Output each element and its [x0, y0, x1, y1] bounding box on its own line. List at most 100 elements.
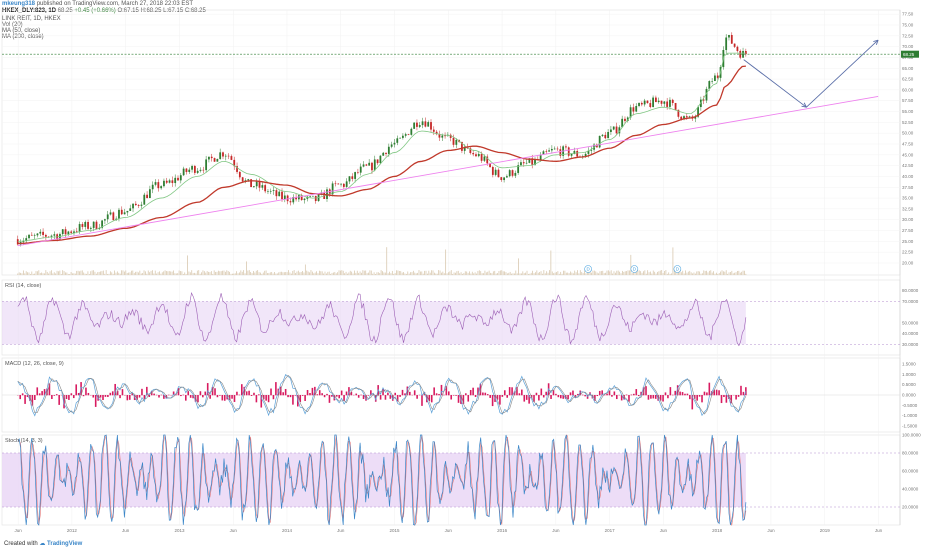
macd-hist-bar: [499, 395, 501, 405]
volume-bar: [519, 273, 521, 275]
time-tick-label: 2012: [67, 528, 78, 533]
volume-bar: [94, 271, 96, 275]
volume-bar: [714, 273, 716, 275]
volume-bar: [658, 271, 660, 275]
volume-bar: [652, 270, 654, 275]
volume-bar: [708, 270, 710, 275]
macd-hist-bar: [221, 395, 224, 401]
volume-bar: [62, 270, 64, 275]
volume-bar: [373, 272, 375, 275]
macd-hist-bar: [528, 395, 530, 404]
macd-hist-bar: [85, 387, 87, 396]
candle-body: [517, 165, 520, 173]
volume-bar: [613, 271, 615, 275]
macd-hist-bar: [258, 394, 260, 396]
macd-hist-bar: [686, 393, 689, 396]
author-name[interactable]: mkeung318: [2, 1, 36, 7]
volume-bar: [102, 270, 104, 275]
macd-hist-bar: [311, 387, 314, 396]
volume-bar: [563, 270, 564, 275]
price-tag-label: 68.25: [903, 52, 915, 57]
volume-bar: [390, 273, 392, 275]
macd-hist-bar: [121, 389, 124, 396]
volume-bar: [358, 272, 360, 275]
volume-bar: [585, 273, 587, 275]
volume-bar: [157, 272, 159, 275]
candle-body: [16, 239, 19, 245]
volume-bar: [60, 273, 62, 275]
candle-body: [373, 159, 376, 171]
candle-body: [525, 162, 528, 164]
volume-bar: [292, 270, 294, 275]
volume-bar: [456, 271, 458, 275]
volume-bar: [602, 270, 604, 275]
volume-bar: [448, 272, 449, 275]
macd-hist-bar: [338, 395, 340, 399]
macd-hist-bar: [194, 395, 197, 402]
volume-bar: [644, 270, 646, 275]
candle-body: [151, 184, 154, 190]
time-tick-label: 2015: [390, 528, 401, 533]
candle-body: [590, 149, 593, 151]
candle-body: [101, 220, 104, 228]
volume-bar: [490, 272, 491, 275]
volume-bar: [504, 271, 505, 275]
macd-hist-bar: [672, 394, 674, 396]
volume-bar: [334, 271, 336, 275]
volume-bar: [460, 272, 462, 275]
candle-body: [615, 126, 618, 134]
candle-body: [576, 150, 579, 157]
candle-body: [208, 156, 210, 160]
candle-body: [500, 177, 503, 181]
macd-hist-bar: [433, 387, 435, 396]
macd-hist-bar: [674, 390, 677, 396]
volume-bar: [400, 271, 402, 275]
volume-bar: [725, 270, 727, 275]
volume-bar: [617, 270, 619, 275]
volume-bar: [666, 273, 668, 275]
macd-hist-bar: [440, 384, 443, 396]
candle-body: [73, 231, 75, 233]
volume-bar: [370, 270, 372, 275]
volume-bar: [567, 272, 569, 275]
candle-body: [359, 166, 362, 173]
candle-body: [728, 35, 730, 38]
volume-bar: [251, 273, 253, 275]
candle-body: [531, 158, 534, 165]
macd-hist-bar: [321, 393, 323, 396]
macd-hist-bar: [294, 395, 297, 396]
price-tick-label: 65.00: [902, 66, 914, 71]
time-tick-label: 2019: [820, 528, 831, 533]
volume-bar: [37, 271, 38, 275]
macd-hist-bar: [77, 392, 80, 396]
volume-bar: [295, 272, 296, 275]
candle-body: [680, 116, 683, 120]
volume-bar: [365, 270, 367, 275]
volume-bar: [669, 273, 671, 275]
volume-bar: [572, 273, 574, 275]
volume-bar: [234, 273, 236, 275]
candle-body: [461, 141, 463, 151]
volume-bar: [250, 272, 252, 275]
candle-body: [154, 182, 157, 185]
macd-hist-bar: [603, 394, 606, 396]
candle-body: [407, 134, 410, 135]
macd-hist-bar: [513, 391, 516, 396]
candle-body: [109, 212, 112, 215]
volume-bar: [421, 271, 423, 275]
candle-body: [146, 194, 148, 199]
macd-hist-bar: [710, 391, 713, 396]
footer-brand[interactable]: TradingView: [47, 541, 83, 547]
volume-bar: [380, 270, 382, 275]
macd-hist-bar: [525, 395, 528, 400]
volume-bar: [603, 273, 605, 275]
volume-bar: [265, 270, 267, 275]
macd-hist-bar: [615, 395, 618, 400]
volume-bar: [492, 271, 494, 275]
volume-bar: [692, 273, 693, 275]
rsi-line: [17, 292, 747, 347]
macd-hist-bar: [559, 395, 562, 399]
candle-body: [354, 172, 357, 179]
macd-hist-bar: [701, 395, 703, 403]
